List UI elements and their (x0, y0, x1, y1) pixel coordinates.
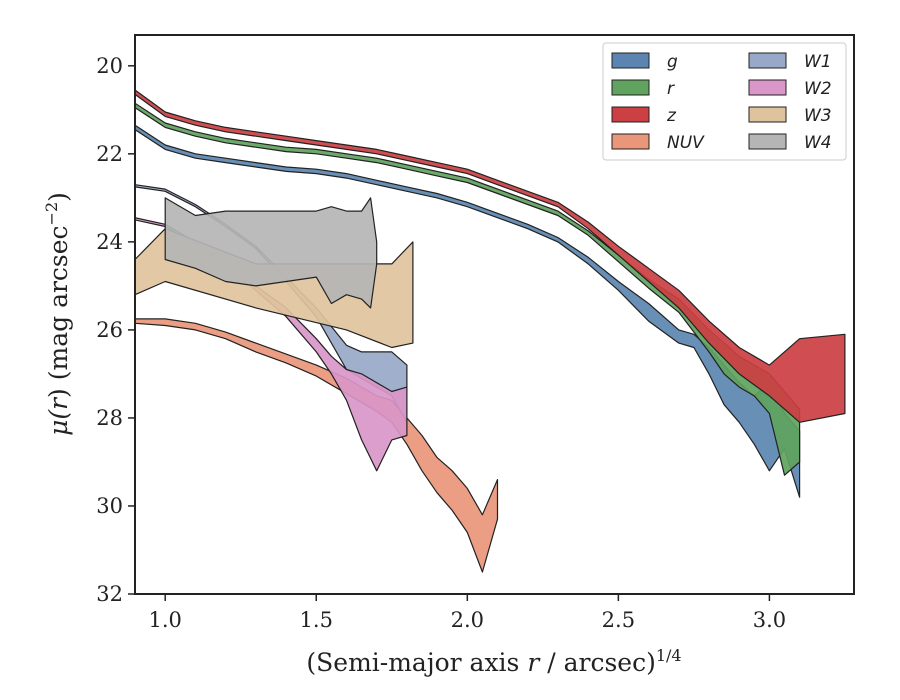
series-band-w4 (164, 197, 378, 309)
legend-label-r: r (667, 79, 675, 99)
legend-label-w2: W2 (804, 79, 832, 99)
y-tick-label: 22 (96, 142, 123, 166)
y-tick-label: 32 (96, 582, 123, 606)
legend-swatch-r (611, 79, 650, 96)
series-band-r (135, 102, 801, 476)
y-axis-title: μ(r) (mag arcsec−2) (42, 192, 73, 436)
legend-swatch-nuv (611, 133, 650, 150)
legend-swatch-w4 (748, 133, 787, 150)
plot-frame (134, 34, 855, 595)
x-axis-title: (Semi-major axis r / arcsec)1/4 (306, 646, 681, 677)
legend-swatch-w1 (748, 52, 787, 69)
x-tick-label: 2.5 (602, 608, 635, 632)
legend-box (602, 42, 847, 161)
x-tick-label: 3.0 (753, 608, 786, 632)
legend-swatch-g (611, 52, 650, 69)
y-tick-label: 24 (96, 230, 123, 254)
y-tick-label: 26 (96, 318, 123, 342)
legend-swatch-z (611, 106, 650, 123)
x-tick-label: 1.0 (149, 608, 182, 632)
legend-label-nuv: NUV (667, 133, 705, 153)
x-tick-label: 2.0 (451, 608, 484, 632)
series-band-nuv (135, 318, 499, 573)
y-tick-label: 30 (96, 494, 123, 518)
series-layer (135, 89, 846, 573)
y-tick-label: 20 (96, 54, 123, 78)
legend-label-z: z (666, 106, 677, 126)
legend-swatch-w3 (748, 106, 787, 123)
legend-swatch-w2 (748, 79, 787, 96)
ticks-layer: 1.0 1.5 2.0 2.5 3.0 20 22 24 26 28 30 32 (96, 54, 786, 632)
series-band-g (135, 124, 801, 498)
legend-label-w4: W4 (804, 133, 832, 153)
x-tick-label: 1.5 (300, 608, 333, 632)
legend-label-w3: W3 (804, 106, 832, 126)
legend: grz NUV W1 W2 W3 W4 (602, 42, 847, 161)
legend-label-w1: W1 (804, 52, 832, 72)
y-tick-label: 28 (96, 406, 123, 430)
legend-label-g: g (667, 52, 678, 72)
series-band-z (135, 89, 846, 423)
